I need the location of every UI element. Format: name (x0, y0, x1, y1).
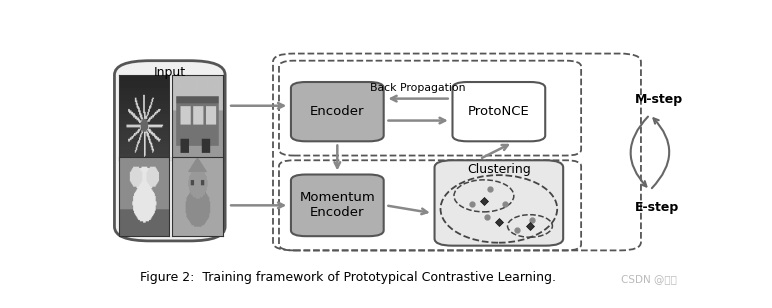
Text: Input: Input (154, 66, 186, 79)
FancyBboxPatch shape (452, 82, 545, 141)
FancyArrowPatch shape (652, 118, 669, 188)
FancyBboxPatch shape (435, 160, 564, 246)
Text: M-step: M-step (635, 93, 683, 106)
Text: Momentum
Encoder: Momentum Encoder (300, 191, 375, 219)
FancyArrowPatch shape (631, 117, 648, 186)
Text: Clustering: Clustering (467, 163, 530, 176)
Text: Encoder: Encoder (310, 105, 364, 118)
FancyBboxPatch shape (291, 175, 384, 236)
Text: CSDN @藏晖: CSDN @藏晖 (621, 274, 677, 284)
FancyBboxPatch shape (291, 82, 384, 141)
Text: ProtoNCE: ProtoNCE (468, 105, 530, 118)
Text: E-step: E-step (635, 201, 679, 214)
Text: Back Propagation: Back Propagation (371, 83, 466, 93)
FancyBboxPatch shape (114, 61, 225, 241)
Text: Figure 2:  Training framework of Prototypical Contrastive Learning.: Figure 2: Training framework of Prototyp… (140, 271, 556, 284)
